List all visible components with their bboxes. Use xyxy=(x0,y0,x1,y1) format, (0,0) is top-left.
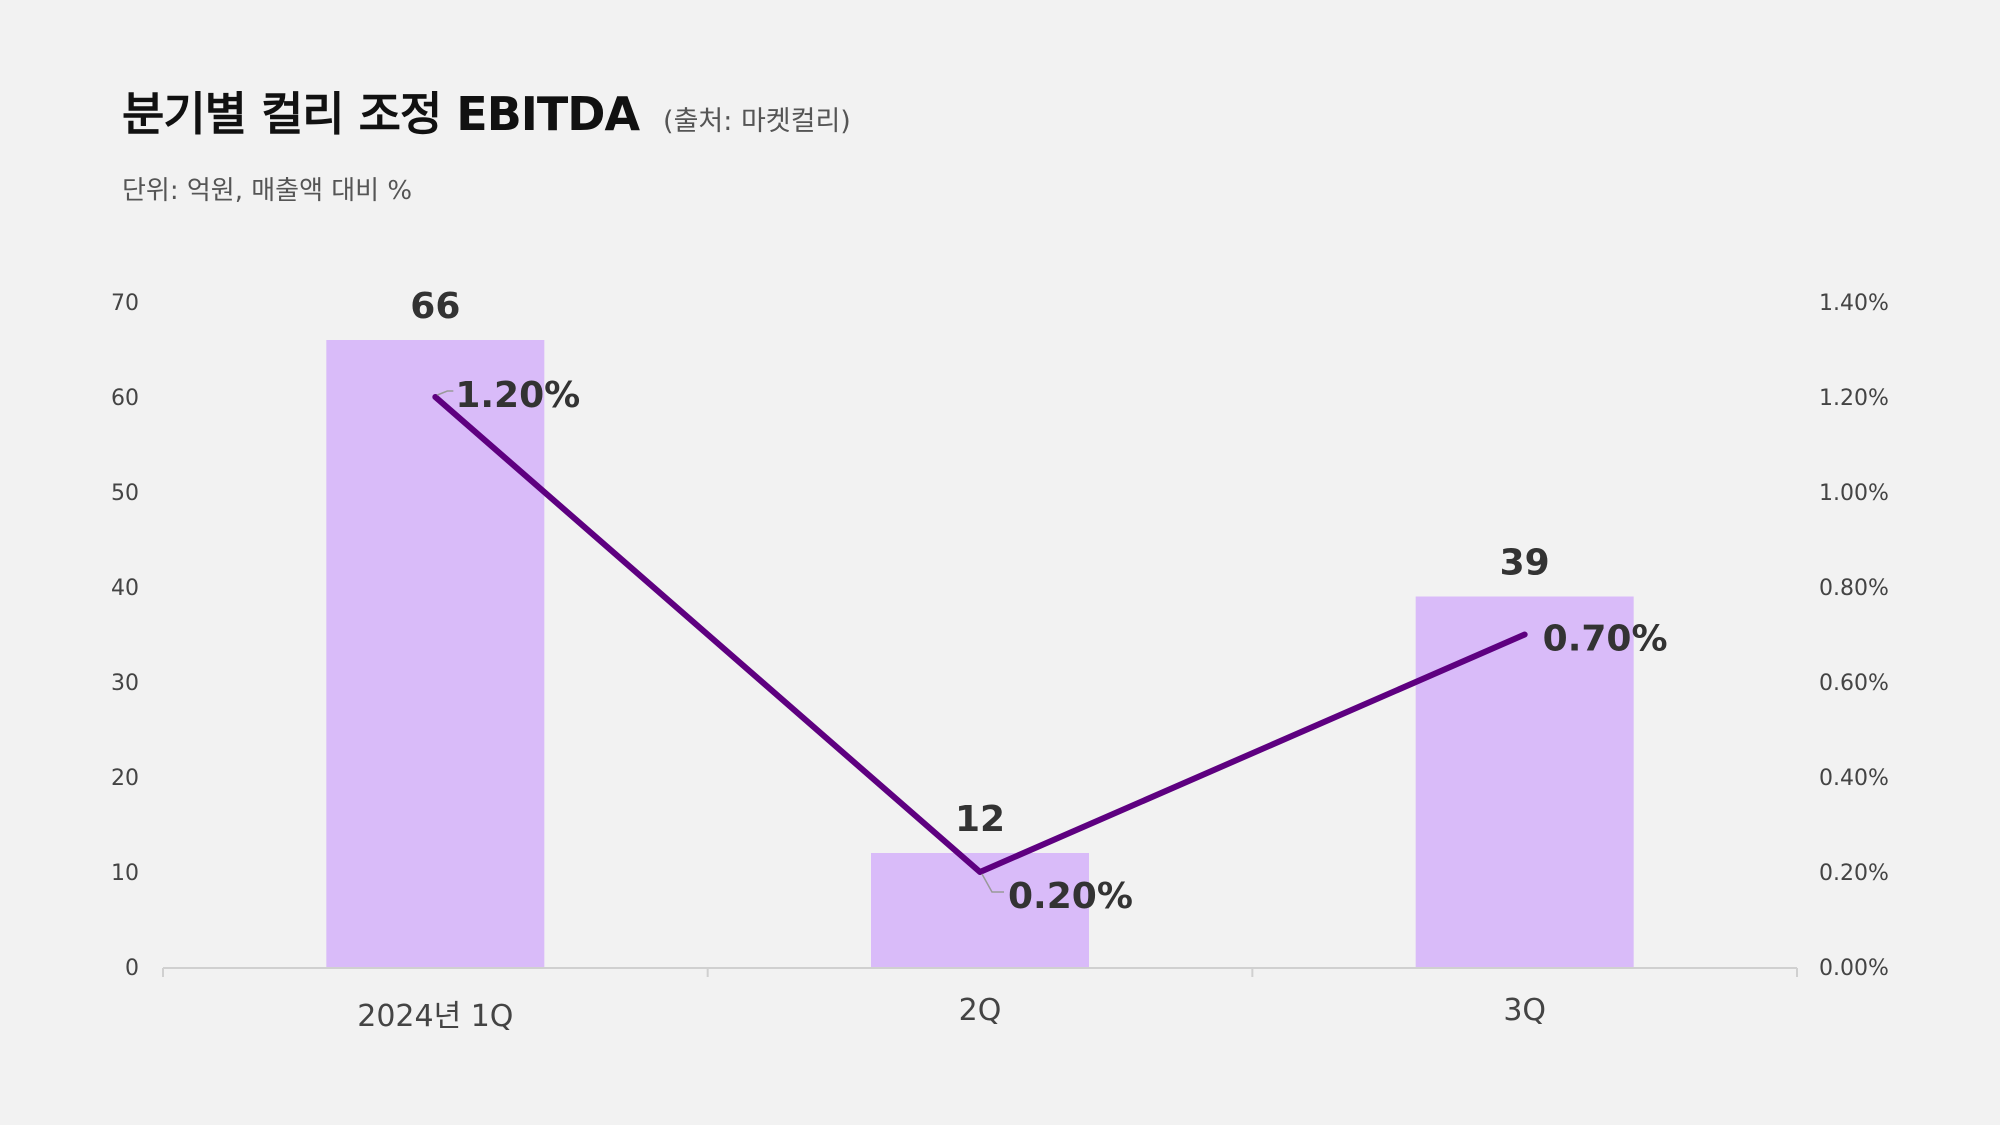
left-axis-tick-label: 60 xyxy=(111,386,139,411)
line-value-label: 0.70% xyxy=(1543,619,1668,660)
bar xyxy=(1415,596,1634,967)
bar-value-label: 39 xyxy=(1500,543,1550,584)
ratio-line xyxy=(432,394,1528,875)
leader-line xyxy=(437,390,454,396)
right-axis-tick-label: 0.60% xyxy=(1819,671,1889,696)
left-axis-tick-label: 10 xyxy=(111,861,139,886)
left-axis-tick-label: 0 xyxy=(125,956,139,981)
right-axis-tick-label: 0.20% xyxy=(1819,861,1889,886)
category-label: 3Q xyxy=(1503,993,1546,1028)
chart-subtitle: 단위: 억원, 매출액 대비 % xyxy=(122,176,413,206)
chart-source: (출처: 마켓컬리) xyxy=(663,106,851,137)
bar-value-label: 66 xyxy=(410,286,460,327)
right-axis-tick-label: 1.00% xyxy=(1819,481,1889,506)
category-label: 2024년 1Q xyxy=(357,999,513,1034)
left-axis-tick-label: 30 xyxy=(111,671,139,696)
right-axis-tick-label: 0.00% xyxy=(1819,956,1889,981)
line-value-label: 0.20% xyxy=(1008,876,1133,917)
chart-title-row: 분기별 컬리 조정 EBITDA (출처: 마켓컬리) xyxy=(122,78,851,144)
left-axis-tick-label: 50 xyxy=(111,481,139,506)
right-axis-tick-label: 0.40% xyxy=(1819,766,1889,791)
category-label: 2Q xyxy=(959,993,1002,1028)
bar-value-label: 12 xyxy=(955,799,1005,840)
left-axis-tick-label: 70 xyxy=(111,291,139,316)
right-axis-tick-label: 1.20% xyxy=(1819,386,1889,411)
chart-title: 분기별 컬리 조정 EBITDA xyxy=(122,87,640,141)
leader-line xyxy=(981,873,1004,893)
bar xyxy=(326,340,545,967)
right-axis-tick-label: 0.80% xyxy=(1819,576,1889,601)
left-axis-tick-label: 20 xyxy=(111,766,139,791)
left-axis-tick-label: 40 xyxy=(111,576,139,601)
line-value-label: 1.20% xyxy=(455,375,580,416)
right-axis-tick-label: 1.40% xyxy=(1819,291,1889,316)
